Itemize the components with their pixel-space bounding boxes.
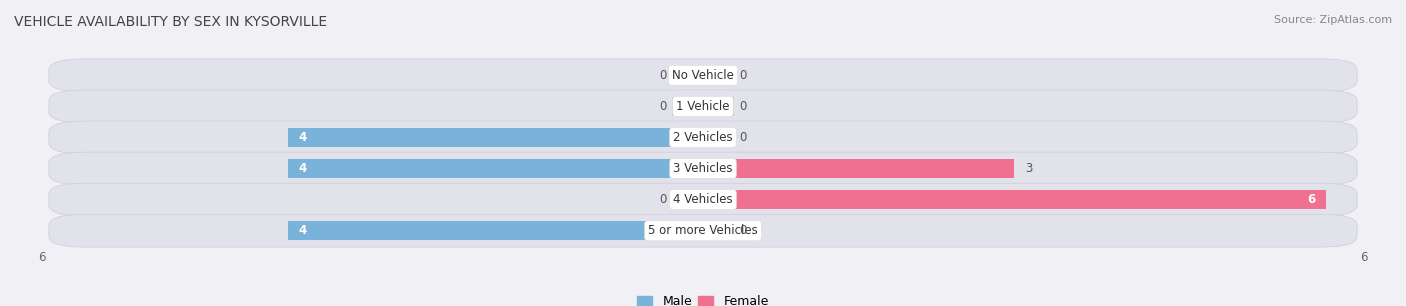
Bar	[703, 221, 734, 240]
Text: 4: 4	[298, 162, 307, 175]
Text: 0: 0	[659, 100, 666, 113]
Text: 6: 6	[1308, 193, 1316, 206]
Bar	[703, 97, 734, 116]
Text: 0: 0	[740, 131, 747, 144]
Bar	[288, 221, 703, 240]
Text: 3 Vehicles: 3 Vehicles	[673, 162, 733, 175]
Bar	[672, 190, 703, 209]
Text: 6: 6	[38, 251, 46, 264]
Bar	[288, 128, 703, 147]
Text: 3: 3	[1025, 162, 1032, 175]
FancyBboxPatch shape	[49, 214, 1357, 247]
Text: 0: 0	[740, 224, 747, 237]
Text: 0: 0	[659, 69, 666, 82]
Text: 4: 4	[298, 224, 307, 237]
Bar	[672, 97, 703, 116]
FancyBboxPatch shape	[49, 183, 1357, 216]
Text: VEHICLE AVAILABILITY BY SEX IN KYSORVILLE: VEHICLE AVAILABILITY BY SEX IN KYSORVILL…	[14, 15, 328, 29]
FancyBboxPatch shape	[49, 152, 1357, 185]
Text: No Vehicle: No Vehicle	[672, 69, 734, 82]
Text: 4 Vehicles: 4 Vehicles	[673, 193, 733, 206]
Text: 0: 0	[659, 193, 666, 206]
Bar	[703, 66, 734, 85]
Text: Source: ZipAtlas.com: Source: ZipAtlas.com	[1274, 15, 1392, 25]
FancyBboxPatch shape	[49, 121, 1357, 154]
Text: 5 or more Vehicles: 5 or more Vehicles	[648, 224, 758, 237]
Text: 0: 0	[740, 100, 747, 113]
Text: 1 Vehicle: 1 Vehicle	[676, 100, 730, 113]
Text: 2 Vehicles: 2 Vehicles	[673, 131, 733, 144]
Bar	[703, 128, 734, 147]
Legend: Male, Female: Male, Female	[633, 290, 773, 306]
Bar	[288, 159, 703, 178]
Bar	[703, 190, 1326, 209]
Bar	[703, 159, 1015, 178]
Text: 4: 4	[298, 131, 307, 144]
Text: 0: 0	[740, 69, 747, 82]
FancyBboxPatch shape	[49, 59, 1357, 92]
Bar	[672, 66, 703, 85]
FancyBboxPatch shape	[49, 90, 1357, 123]
Text: 6: 6	[1360, 251, 1368, 264]
